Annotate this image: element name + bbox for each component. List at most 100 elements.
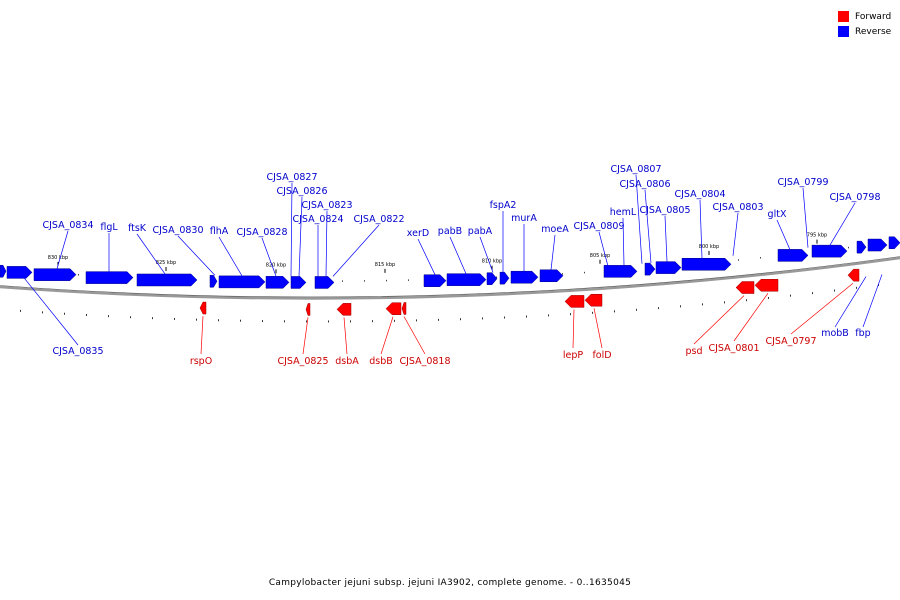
forward-swatch (838, 11, 849, 22)
forward-gene-label-lepp[interactable]: lepP (563, 350, 584, 361)
reverse-gene-label-xerd[interactable]: xerD (407, 228, 429, 239)
reverse-gene-arrow[interactable] (446, 273, 487, 286)
reverse-gene-arrow[interactable] (218, 275, 266, 289)
reverse-gene-leader (261, 237, 277, 277)
reverse-gene-label-cjsa-0824[interactable]: CJSA_0824 (292, 214, 343, 225)
reverse-gene-arrow[interactable] (499, 271, 510, 285)
reverse-gene-label-moea[interactable]: moeA (541, 224, 569, 235)
reverse-gene-label-cjsa-0798[interactable]: CJSA_0798 (829, 192, 880, 203)
ruler-dot (364, 280, 365, 282)
reverse-gene-label-fbp[interactable]: fbp (855, 328, 870, 339)
reverse-gene-label-cjsa-0835[interactable]: CJSA_0835 (52, 346, 103, 357)
reverse-gene-label-cjsa-0830[interactable]: CJSA_0830 (152, 225, 203, 236)
forward-gene-label-cjsa-0818[interactable]: CJSA_0818 (399, 356, 450, 367)
reverse-gene-label-ftsk[interactable]: ftsK (128, 223, 147, 234)
reverse-gene-arrow[interactable] (777, 249, 809, 262)
reverse-gene-label-cjsa-0804[interactable]: CJSA_0804 (674, 189, 725, 200)
reverse-gene-leader (802, 187, 809, 248)
tick-label: 800 kbp (699, 244, 719, 250)
reverse-gene-leader (325, 210, 328, 277)
legend: Forward Reverse (838, 9, 891, 39)
reverse-gene-label-cjsa-0807[interactable]: CJSA_0807 (610, 164, 661, 175)
reverse-gene-label-cjsa-0805[interactable]: CJSA_0805 (639, 205, 690, 216)
forward-gene-label-psd[interactable]: psd (685, 346, 702, 357)
reverse-gene-leader (862, 274, 883, 328)
reverse-gene-arrow[interactable] (314, 276, 335, 289)
reverse-gene-leader (332, 224, 380, 277)
forward-gene-arrow[interactable] (385, 302, 402, 315)
reverse-gene-arrow[interactable] (856, 240, 867, 254)
reverse-gene-arrow[interactable] (888, 236, 900, 250)
reverse-gene-arrow[interactable] (486, 272, 498, 285)
forward-gene-arrow[interactable] (401, 302, 407, 315)
reverse-gene-label-flgl[interactable]: flgL (100, 222, 118, 233)
forward-gene-arrow[interactable] (847, 268, 860, 282)
reverse-gene-arrow[interactable] (644, 262, 656, 276)
ruler-dot (702, 303, 703, 306)
tick-label: 810 kbp (482, 259, 502, 265)
reverse-gene-arrow[interactable] (0, 264, 7, 278)
forward-gene-arrow[interactable] (305, 303, 311, 316)
reverse-gene-label-cjsa-0806[interactable]: CJSA_0806 (619, 179, 670, 190)
forward-gene-label-dsbb[interactable]: dsbB (369, 356, 393, 367)
reverse-gene-arrow[interactable] (655, 261, 682, 274)
reverse-gene-label-mura[interactable]: murA (511, 213, 537, 224)
forward-gene-label-cjsa-0825[interactable]: CJSA_0825 (277, 356, 328, 367)
forward-gene-label-cjsa-0797[interactable]: CJSA_0797 (765, 336, 816, 347)
ruler-dot (240, 319, 241, 322)
reverse-gene-label-cjsa-0826[interactable]: CJSA_0826 (276, 186, 327, 197)
reverse-gene-label-mobb[interactable]: mobB (821, 328, 849, 339)
reverse-gene-label-cjsa-0834[interactable]: CJSA_0834 (42, 220, 93, 231)
reverse-gene-arrow[interactable] (265, 276, 290, 289)
reverse-gene-arrow[interactable] (85, 271, 134, 284)
ruler-dot (460, 318, 461, 321)
reverse-gene-arrow[interactable] (136, 273, 198, 287)
forward-gene-arrow[interactable] (754, 279, 779, 292)
reverse-gene-arrow[interactable] (423, 274, 447, 287)
reverse-gene-label-cjsa-0828[interactable]: CJSA_0828 (236, 227, 287, 238)
forward-gene-arrow[interactable] (564, 295, 585, 308)
reverse-gene-label-cjsa-0809[interactable]: CJSA_0809 (573, 221, 624, 232)
reverse-gene-label-heml[interactable]: hemL (610, 207, 637, 218)
forward-gene-arrow[interactable] (735, 281, 755, 294)
ruler-dot (790, 294, 791, 297)
reverse-swatch (838, 26, 849, 37)
forward-gene-label-cjsa-0801[interactable]: CJSA_0801 (708, 343, 759, 354)
reverse-gene-label-cjsa-0822[interactable]: CJSA_0822 (353, 214, 404, 225)
ruler-dot (570, 313, 571, 316)
ruler-dot (562, 273, 563, 275)
forward-gene-leader (733, 292, 769, 342)
reverse-gene-label-cjsa-0799[interactable]: CJSA_0799 (777, 177, 828, 188)
forward-gene-leader (572, 309, 575, 349)
reverse-gene-arrow[interactable] (209, 275, 218, 288)
reverse-gene-arrow[interactable] (290, 276, 307, 289)
reverse-gene-arrow[interactable] (603, 265, 638, 278)
forward-gene-label-dsba[interactable]: dsbA (335, 356, 359, 367)
reverse-gene-label-cjsa-0803[interactable]: CJSA_0803 (712, 202, 763, 213)
reverse-gene-label-cjsa-0827[interactable]: CJSA_0827 (266, 172, 317, 183)
reverse-gene-leader (56, 230, 69, 269)
reverse-gene-label-paba[interactable]: pabA (468, 226, 493, 237)
reverse-gene-label-fspa2[interactable]: fspA2 (490, 200, 517, 211)
ruler-dot (350, 320, 351, 323)
reverse-gene-label-cjsa-0823[interactable]: CJSA_0823 (301, 200, 352, 211)
forward-gene-arrow[interactable] (199, 301, 207, 315)
reverse-gene-label-gltx[interactable]: gltX (768, 209, 787, 220)
reverse-gene-arrow[interactable] (510, 270, 539, 284)
forward-gene-leader (343, 317, 348, 355)
reverse-gene-label-pabb[interactable]: pabB (438, 226, 462, 237)
forward-gene-arrow[interactable] (336, 303, 352, 316)
reverse-gene-arrow[interactable] (539, 269, 564, 283)
reverse-gene-arrow[interactable] (33, 268, 77, 281)
ruler-dot (386, 279, 387, 282)
ruler-dot (760, 256, 761, 259)
reverse-gene-arrow[interactable] (811, 244, 848, 258)
ruler-dot (584, 271, 585, 274)
reverse-gene-arrow[interactable] (867, 238, 888, 252)
reverse-gene-arrow[interactable] (681, 258, 732, 271)
reverse-gene-label-flha[interactable]: flhA (210, 226, 229, 237)
forward-gene-label-rspo[interactable]: rspO (190, 356, 212, 367)
forward-gene-arrow[interactable] (584, 293, 603, 307)
ruler-dot (196, 318, 197, 321)
forward-gene-label-fold[interactable]: folD (592, 350, 611, 361)
